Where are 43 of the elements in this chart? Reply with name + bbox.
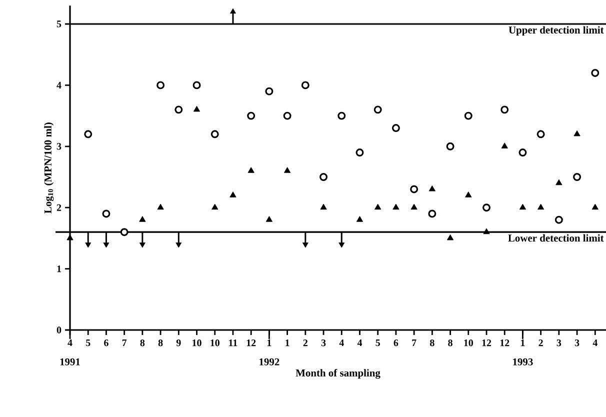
x-tick-label: 4 [68,339,72,346]
x-tick-label: 6 [394,340,398,346]
x-tick-label: 3 [321,340,326,346]
x-tick-label: 8 [140,340,145,346]
x-tick-label: 8 [158,340,163,346]
x-tick-label: 11 [229,339,238,346]
x-tick-label: 7 [412,339,416,346]
x-tick-label: 4 [339,339,344,346]
y-tick-label: 3 [56,143,62,150]
x-tick-label: 1 [268,339,272,346]
y-tick-label: 0 [56,326,62,334]
x-tick-label: 3 [556,340,562,346]
x-tick-label: 6 [104,340,108,346]
y-tick-label: 4 [56,82,62,88]
ref-line-label: Upper detection limit [508,26,604,36]
text: 1991 [60,358,80,366]
x-tick-label: 12 [500,340,510,346]
x-tick-label: 9 [176,340,181,346]
ref-line-label: Lower detection limit [508,234,604,242]
x-tick-label: 10 [192,340,202,346]
x-tick-label: 2 [303,340,308,346]
x-tick-label: 8 [448,340,452,346]
x-tick-label: 1 [521,339,525,346]
x-tick-label: 8 [430,340,434,346]
y-tick-label: 5 [56,20,62,28]
x-tick-label: 10 [210,340,220,346]
text: 1993 [513,358,533,366]
x-tick-label: 5 [376,339,380,346]
y-tick-label: 2 [56,204,62,211]
x-tick-label: 12 [246,340,256,346]
x-tick-label: 7 [122,339,127,346]
y-axis-title: Log$_{10}$ (MPN/100 ml) [44,122,54,214]
x-tick-label: 5 [86,339,90,346]
x-tick-label: 4 [357,339,362,346]
text: 1992 [260,358,280,366]
y-tick-label: 1 [57,266,61,272]
x-tick-label: 10 [464,340,473,346]
x-tick-label: 12 [482,340,492,346]
x-tick-label: 4 [592,339,598,346]
x-tick-label: 3 [574,340,580,346]
x-axis-title: Month of sampling [296,369,380,379]
x-tick-label: 2 [538,340,543,346]
x-tick-label: 1 [286,339,290,346]
